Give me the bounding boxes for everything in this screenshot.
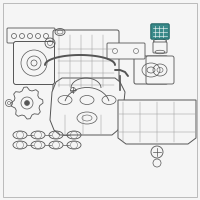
FancyBboxPatch shape <box>134 56 168 84</box>
FancyBboxPatch shape <box>153 42 167 53</box>
FancyBboxPatch shape <box>151 24 169 39</box>
Polygon shape <box>118 100 196 144</box>
FancyBboxPatch shape <box>7 28 55 43</box>
FancyBboxPatch shape <box>14 42 54 84</box>
Circle shape <box>24 100 30 106</box>
FancyBboxPatch shape <box>146 56 174 84</box>
FancyBboxPatch shape <box>107 43 145 59</box>
Polygon shape <box>50 78 125 135</box>
FancyBboxPatch shape <box>53 30 119 92</box>
